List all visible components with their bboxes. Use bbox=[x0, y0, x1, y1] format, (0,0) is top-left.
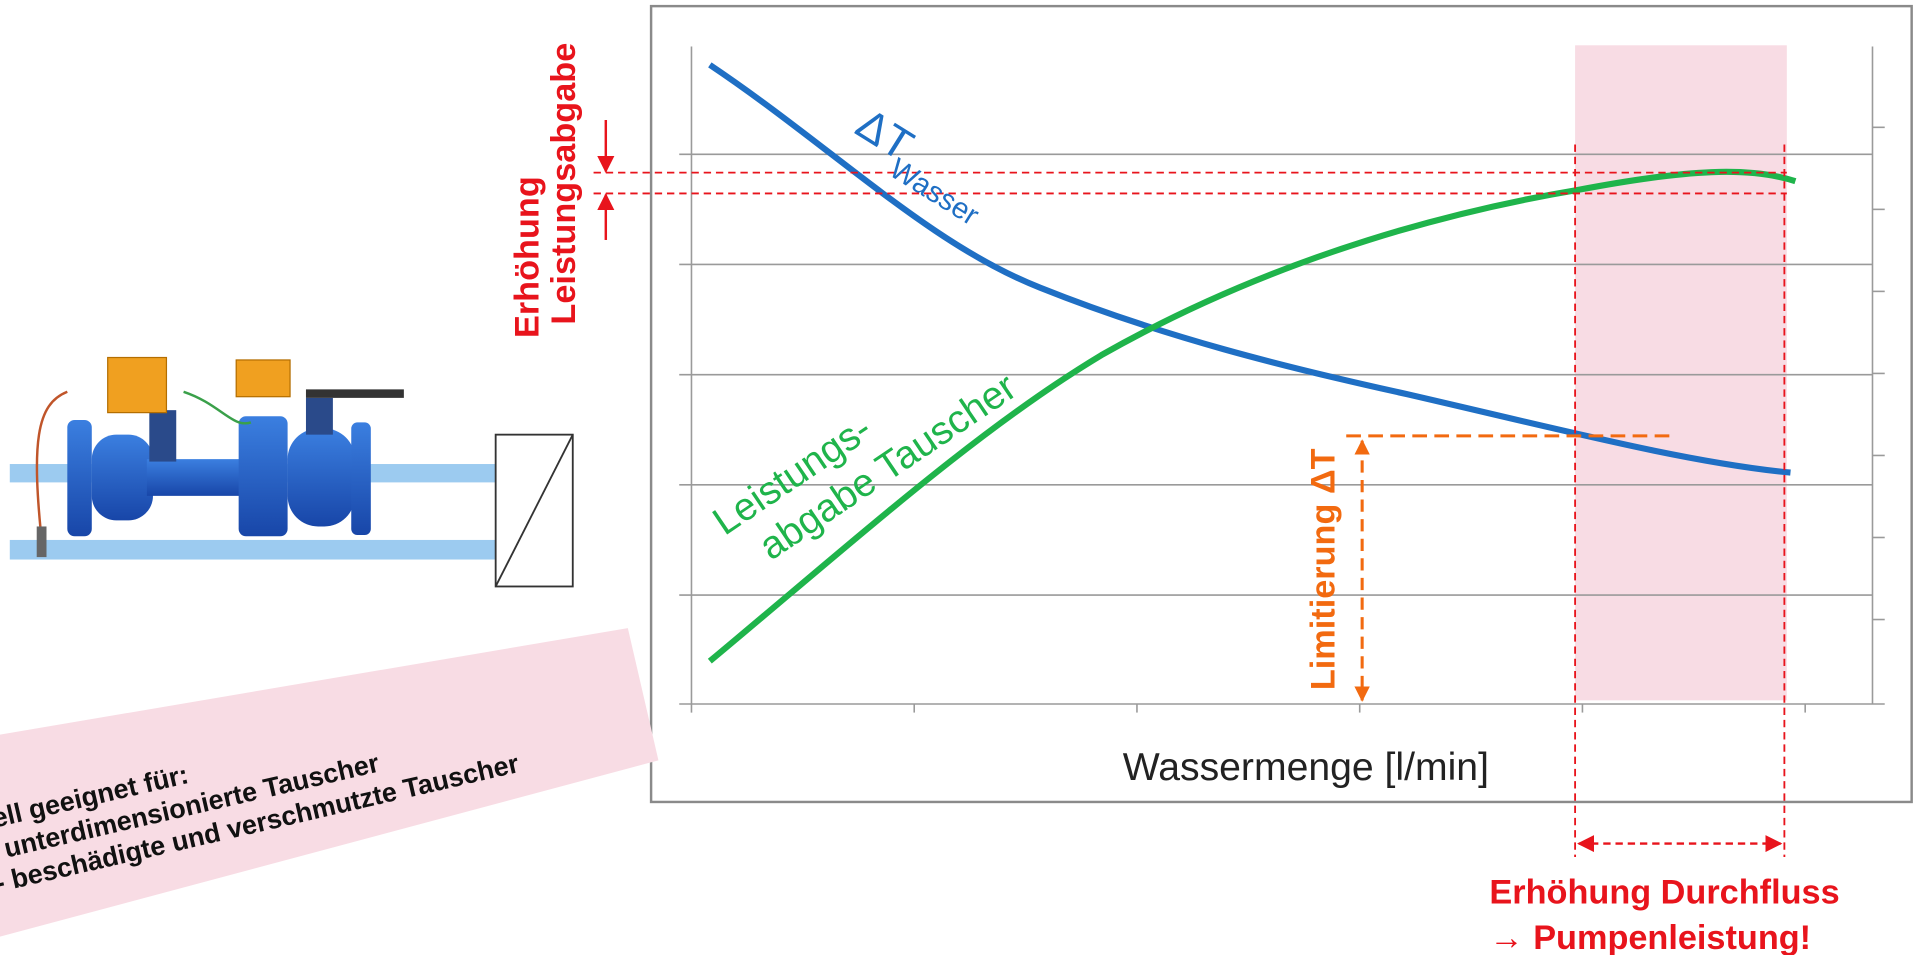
valve-illustration bbox=[9, 539, 496, 560]
valve-illustration bbox=[9, 356, 574, 588]
red-guides bbox=[593, 144, 1787, 858]
increase-output-line: Leistungsabgabe bbox=[545, 43, 583, 325]
valve-illustration bbox=[238, 416, 288, 537]
delta-t-curve bbox=[708, 62, 1791, 476]
valve-illustration bbox=[305, 389, 404, 398]
increase-output: Erhöhung Leistungsabgabe bbox=[509, 43, 584, 338]
axes bbox=[679, 46, 1885, 713]
valve-illustration bbox=[149, 410, 177, 462]
increase-flow: Erhöhung Durchfluss bbox=[1489, 874, 1839, 912]
increase-flow: → Pumpenleistung! bbox=[1489, 919, 1811, 955]
banner bbox=[0, 628, 659, 937]
highlight-region bbox=[1575, 45, 1787, 701]
valve-illustration bbox=[287, 428, 355, 527]
valve-illustration bbox=[91, 434, 153, 521]
valve-illustration bbox=[146, 459, 245, 496]
valve-illustration bbox=[305, 397, 333, 435]
x-axis-label: Wassermenge [l/min] bbox=[1123, 746, 1489, 789]
power-curve bbox=[707, 168, 1797, 664]
valve-illustration bbox=[183, 390, 252, 425]
valve-illustration bbox=[235, 359, 291, 398]
grid bbox=[679, 153, 1873, 596]
valve-illustration bbox=[351, 422, 371, 536]
valve-illustration bbox=[36, 526, 47, 558]
increase-output-line: Erhöhung bbox=[509, 176, 547, 338]
valve-illustration bbox=[107, 356, 168, 414]
valve-illustration bbox=[35, 390, 68, 552]
valve-illustration bbox=[494, 434, 574, 587]
valve-illustration bbox=[67, 419, 92, 537]
limit-label: Limitierung ΔT bbox=[1304, 448, 1342, 690]
